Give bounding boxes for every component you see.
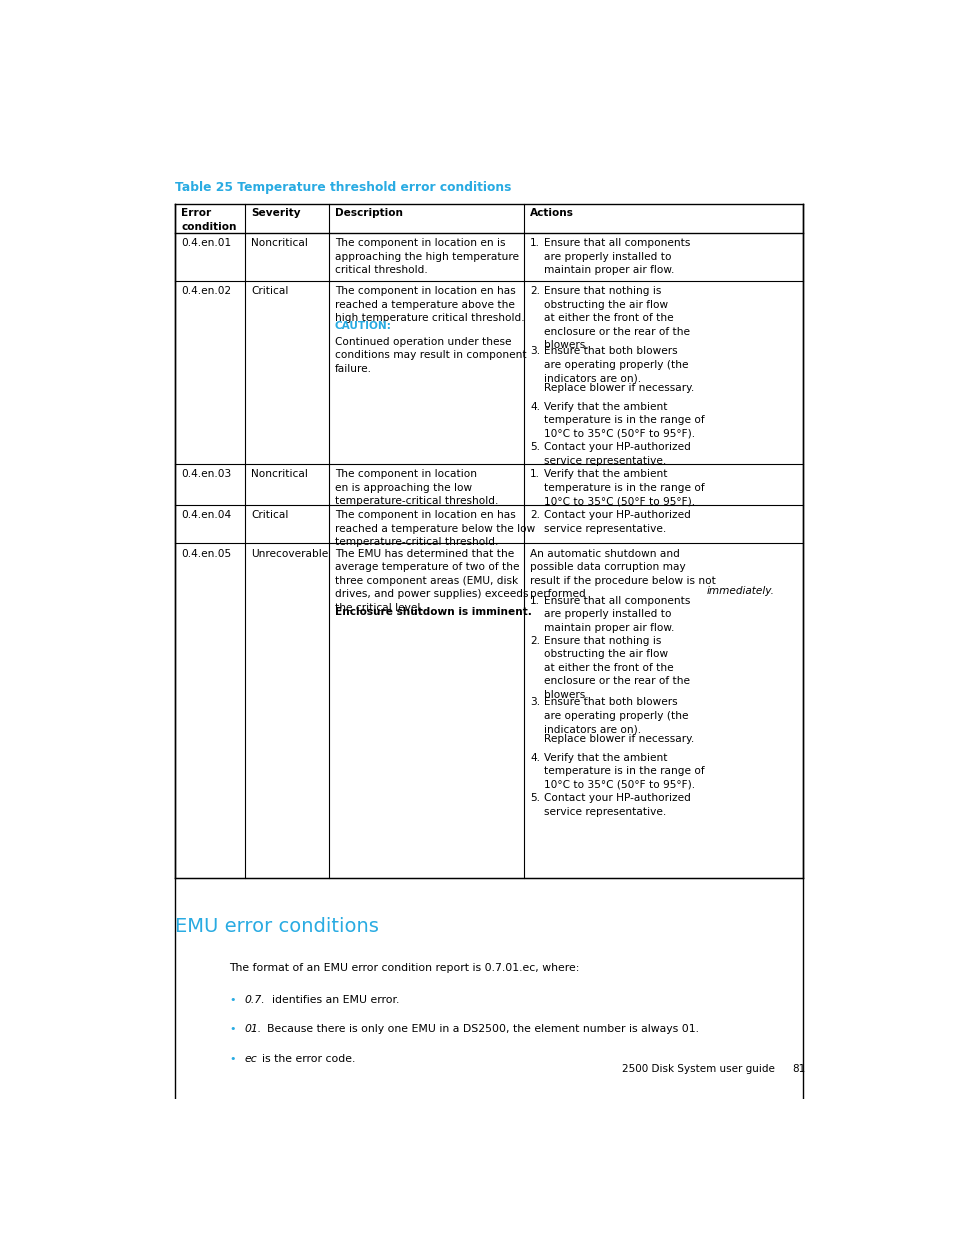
Text: 5.: 5.: [530, 442, 539, 452]
Text: is the error code.: is the error code.: [254, 1053, 355, 1063]
Text: Ensure that nothing is
obstructing the air flow
at either the front of the
enclo: Ensure that nothing is obstructing the a…: [543, 287, 689, 351]
Text: The component in location
en is approaching the low
temperature-critical thresho: The component in location en is approach…: [335, 469, 497, 506]
Text: Table 25 Temperature threshold error conditions: Table 25 Temperature threshold error con…: [174, 180, 511, 194]
Text: 0.4.en.05: 0.4.en.05: [181, 548, 232, 558]
Text: 1.: 1.: [530, 595, 539, 605]
Text: Because there is only one EMU in a DS2500, the element number is always 01.: Because there is only one EMU in a DS250…: [259, 1025, 699, 1035]
Text: Verify that the ambient
temperature is in the range of
10°C to 35°C (50°F to 95°: Verify that the ambient temperature is i…: [543, 469, 704, 506]
Text: 0.4.en.01: 0.4.en.01: [181, 238, 232, 248]
Text: 2500 Disk System user guide: 2500 Disk System user guide: [621, 1065, 774, 1074]
Text: 5.: 5.: [530, 793, 539, 804]
Text: •: •: [229, 995, 235, 1005]
Text: 0.4.en.02: 0.4.en.02: [181, 287, 232, 296]
Text: Ensure that both blowers
are operating properly (the
indicators are on).: Ensure that both blowers are operating p…: [543, 346, 688, 383]
Text: Contact your HP-authorized
service representative.: Contact your HP-authorized service repre…: [543, 793, 690, 818]
Text: Error
condition: Error condition: [181, 209, 236, 232]
Text: identifies an EMU error.: identifies an EMU error.: [265, 995, 399, 1005]
Text: 3.: 3.: [530, 698, 539, 708]
Text: 4.: 4.: [530, 752, 539, 763]
Text: Continued operation under these
conditions may result in component
failure.: Continued operation under these conditio…: [335, 337, 526, 374]
Text: 0.7.: 0.7.: [245, 995, 265, 1005]
Text: CAUTION:: CAUTION:: [335, 321, 392, 331]
Text: immediately.: immediately.: [706, 585, 774, 595]
Text: The EMU has determined that the
average temperature of two of the
three componen: The EMU has determined that the average …: [335, 548, 528, 613]
Text: 1.: 1.: [530, 469, 539, 479]
Text: Actions: Actions: [530, 209, 574, 219]
Text: Critical: Critical: [251, 510, 288, 520]
Text: The component in location en has
reached a temperature above the
high temperatur: The component in location en has reached…: [335, 287, 524, 324]
Text: •: •: [229, 1053, 235, 1063]
Text: Noncritical: Noncritical: [251, 469, 308, 479]
Text: The component in location en is
approaching the high temperature
critical thresh: The component in location en is approach…: [335, 238, 518, 275]
Text: 0.4.en.03: 0.4.en.03: [181, 469, 232, 479]
Text: Ensure that both blowers
are operating properly (the
indicators are on).: Ensure that both blowers are operating p…: [543, 698, 688, 735]
Text: Ensure that all components
are properly installed to
maintain proper air flow.: Ensure that all components are properly …: [543, 238, 690, 275]
Text: The format of an EMU error condition report is 0.7.01.ec, where:: The format of an EMU error condition rep…: [229, 963, 579, 973]
Text: Contact your HP-authorized
service representative.: Contact your HP-authorized service repre…: [543, 442, 690, 466]
Text: 2.: 2.: [530, 287, 539, 296]
Text: Critical: Critical: [251, 287, 288, 296]
Text: 01.: 01.: [245, 1025, 262, 1035]
Text: 3.: 3.: [530, 346, 539, 356]
Text: 2.: 2.: [530, 636, 539, 646]
Text: Description: Description: [335, 209, 402, 219]
Text: Verify that the ambient
temperature is in the range of
10°C to 35°C (50°F to 95°: Verify that the ambient temperature is i…: [543, 401, 704, 438]
Text: Replace blower if necessary.: Replace blower if necessary.: [543, 734, 694, 745]
Text: EMU error conditions: EMU error conditions: [174, 916, 378, 936]
Text: •: •: [229, 1025, 235, 1035]
Text: Enclosure shutdown is imminent.: Enclosure shutdown is imminent.: [335, 608, 531, 618]
Text: An automatic shutdown and
possible data corruption may
result if the procedure b: An automatic shutdown and possible data …: [530, 548, 715, 599]
Text: Contact your HP-authorized
service representative.: Contact your HP-authorized service repre…: [543, 510, 690, 534]
Text: 2.: 2.: [530, 510, 539, 520]
Text: Unrecoverable: Unrecoverable: [251, 548, 328, 558]
Text: 4.: 4.: [530, 401, 539, 411]
Text: Noncritical: Noncritical: [251, 238, 308, 248]
Text: 0.4.en.04: 0.4.en.04: [181, 510, 232, 520]
Text: 81: 81: [791, 1065, 804, 1074]
Text: Severity: Severity: [251, 209, 300, 219]
Text: 1.: 1.: [530, 238, 539, 248]
Text: The component in location en has
reached a temperature below the low
temperature: The component in location en has reached…: [335, 510, 535, 547]
Text: Verify that the ambient
temperature is in the range of
10°C to 35°C (50°F to 95°: Verify that the ambient temperature is i…: [543, 752, 704, 790]
Text: Ensure that all components
are properly installed to
maintain proper air flow.: Ensure that all components are properly …: [543, 595, 690, 632]
Text: Ensure that nothing is
obstructing the air flow
at either the front of the
enclo: Ensure that nothing is obstructing the a…: [543, 636, 689, 700]
Text: ec: ec: [245, 1053, 257, 1063]
Text: Replace blower if necessary.: Replace blower if necessary.: [543, 383, 694, 393]
